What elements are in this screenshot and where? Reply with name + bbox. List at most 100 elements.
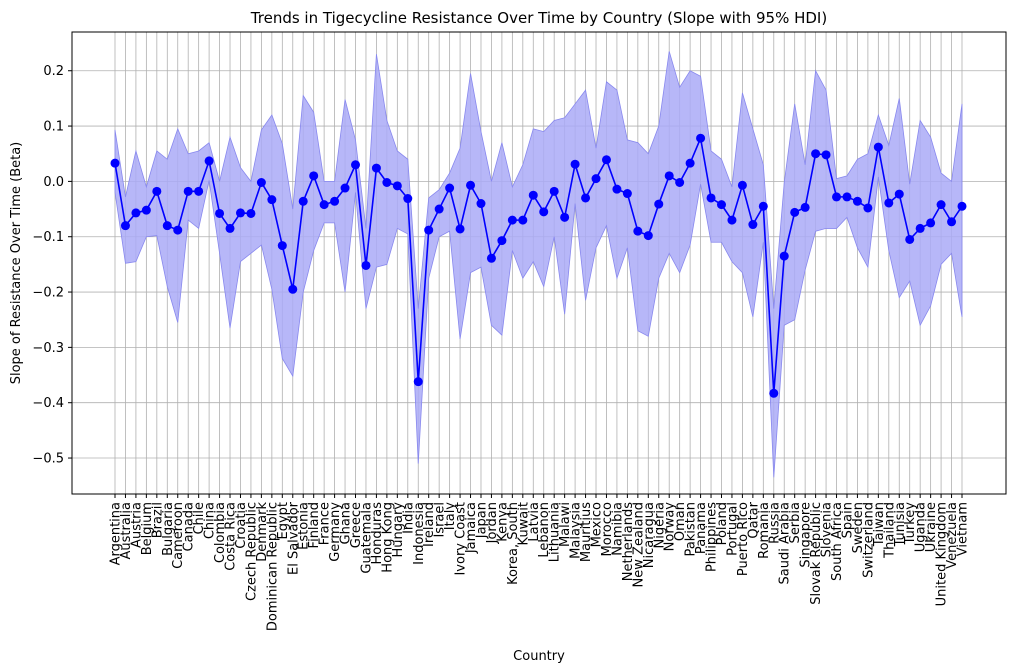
data-point [476, 199, 486, 209]
x-axis-title: Country [513, 649, 565, 664]
data-point [591, 174, 601, 184]
data-point [601, 155, 611, 165]
data-point [194, 186, 204, 196]
data-point [842, 192, 852, 202]
x-tick-label: Cameroon [171, 502, 186, 569]
x-tick-label: Vietnam [956, 502, 971, 556]
data-point [570, 159, 580, 169]
data-point [884, 198, 894, 208]
x-tick-label: Thailand [882, 502, 897, 559]
x-tick-label: Indonesia [412, 502, 427, 565]
data-point [549, 186, 559, 196]
x-tick-label: Estonia [297, 502, 312, 550]
data-point [141, 205, 151, 215]
data-point [403, 194, 413, 204]
x-tick-label: China [203, 502, 218, 539]
x-tick-label: Bulgaria [161, 502, 176, 556]
data-point [748, 220, 758, 230]
data-point [800, 202, 810, 212]
x-tick-label: Lithuania [548, 502, 563, 562]
x-tick-label: Puerto Rico [736, 502, 751, 576]
data-point [779, 251, 789, 261]
hdi-band [114, 51, 963, 478]
x-tick-label: Malawi [558, 502, 573, 547]
data-point [664, 171, 674, 181]
x-tick-label: Uganda [914, 502, 929, 552]
data-point [392, 181, 402, 191]
y-tick-label: 0.0 [43, 175, 64, 190]
x-tick-label: Mexico [590, 502, 605, 547]
data-point [811, 149, 821, 159]
x-tick-label: Switzerland [861, 502, 876, 578]
x-tick-label: Argentina [109, 502, 124, 565]
data-point [246, 208, 256, 218]
data-point [716, 200, 726, 210]
x-tick-label: Serbia [788, 502, 803, 543]
x-tick-label: El Salvador [286, 501, 301, 575]
data-point [173, 225, 183, 235]
x-tick-label: Romania [757, 502, 772, 559]
x-tick-label: Canada [182, 502, 197, 551]
data-point [298, 196, 308, 206]
data-point [936, 200, 946, 210]
x-tick-label: Finland [307, 502, 322, 548]
x-tick-label: Denmark [255, 502, 270, 562]
data-point [706, 193, 716, 203]
x-tick-label: Japan [474, 502, 489, 539]
x-tick-label: Ireland [422, 502, 437, 547]
x-tick-label: Pakistan [684, 502, 699, 556]
x-tick-label: Slovak Republic [809, 502, 824, 605]
data-point [152, 186, 162, 196]
x-tick-label: Turkey [903, 502, 918, 546]
x-tick-label: Hungary [391, 502, 406, 558]
data-point [497, 236, 507, 246]
x-tick-label: Sweden [851, 502, 866, 553]
data-point [424, 225, 434, 235]
data-point [654, 199, 664, 209]
data-point [131, 208, 141, 218]
y-tick-label: −0.1 [32, 230, 64, 245]
data-point [183, 186, 193, 196]
x-tick-label: Egypt [276, 502, 291, 540]
x-tick-label: Dominican Republic [265, 502, 280, 631]
data-point [633, 226, 643, 236]
data-point [204, 156, 214, 166]
data-point [455, 224, 465, 234]
x-tick-label: South Africa [830, 502, 845, 581]
y-tick-label: 0.1 [43, 120, 64, 135]
x-tick-label: Israel [433, 502, 448, 538]
x-tick-label: Croatia [234, 502, 249, 549]
data-point [685, 158, 695, 168]
x-tick-label: Nigeria [652, 502, 667, 549]
data-point [560, 212, 570, 222]
data-point [330, 196, 340, 206]
x-tick-label: Kuwait [516, 502, 531, 545]
x-tick-label: Ghana [339, 502, 354, 545]
x-tick-label: Colombia [213, 502, 228, 563]
x-tick-label: Malaysia [569, 502, 584, 559]
data-point [518, 215, 528, 225]
x-tick-label: Costa Rica [224, 502, 239, 571]
data-point [863, 203, 873, 213]
data-point [957, 201, 967, 211]
data-point [727, 215, 737, 225]
data-point [340, 183, 350, 193]
x-tick-label: Saudi Arabia [778, 502, 793, 585]
x-tick-label: United Kingdom [935, 502, 950, 606]
x-tick-label: Ukraine [924, 502, 939, 552]
x-tick-label: Morocco [600, 502, 615, 556]
data-point [915, 223, 925, 233]
data-point [162, 221, 172, 231]
x-tick-label: Slovenia [820, 502, 835, 557]
data-point [413, 377, 423, 387]
data-point [675, 177, 685, 187]
axes [71, 31, 1007, 495]
data-point [235, 208, 245, 218]
x-tick-label: Ivory Coast [454, 502, 469, 576]
data-point [351, 160, 361, 170]
x-tick-label: Poland [715, 502, 730, 545]
y-tick-label: 0.2 [43, 64, 64, 79]
x-ticks: ArgentinaAustraliaAustriaBelgiumBrazilBu… [109, 494, 971, 631]
data-point [256, 177, 266, 187]
data-point [110, 158, 120, 168]
